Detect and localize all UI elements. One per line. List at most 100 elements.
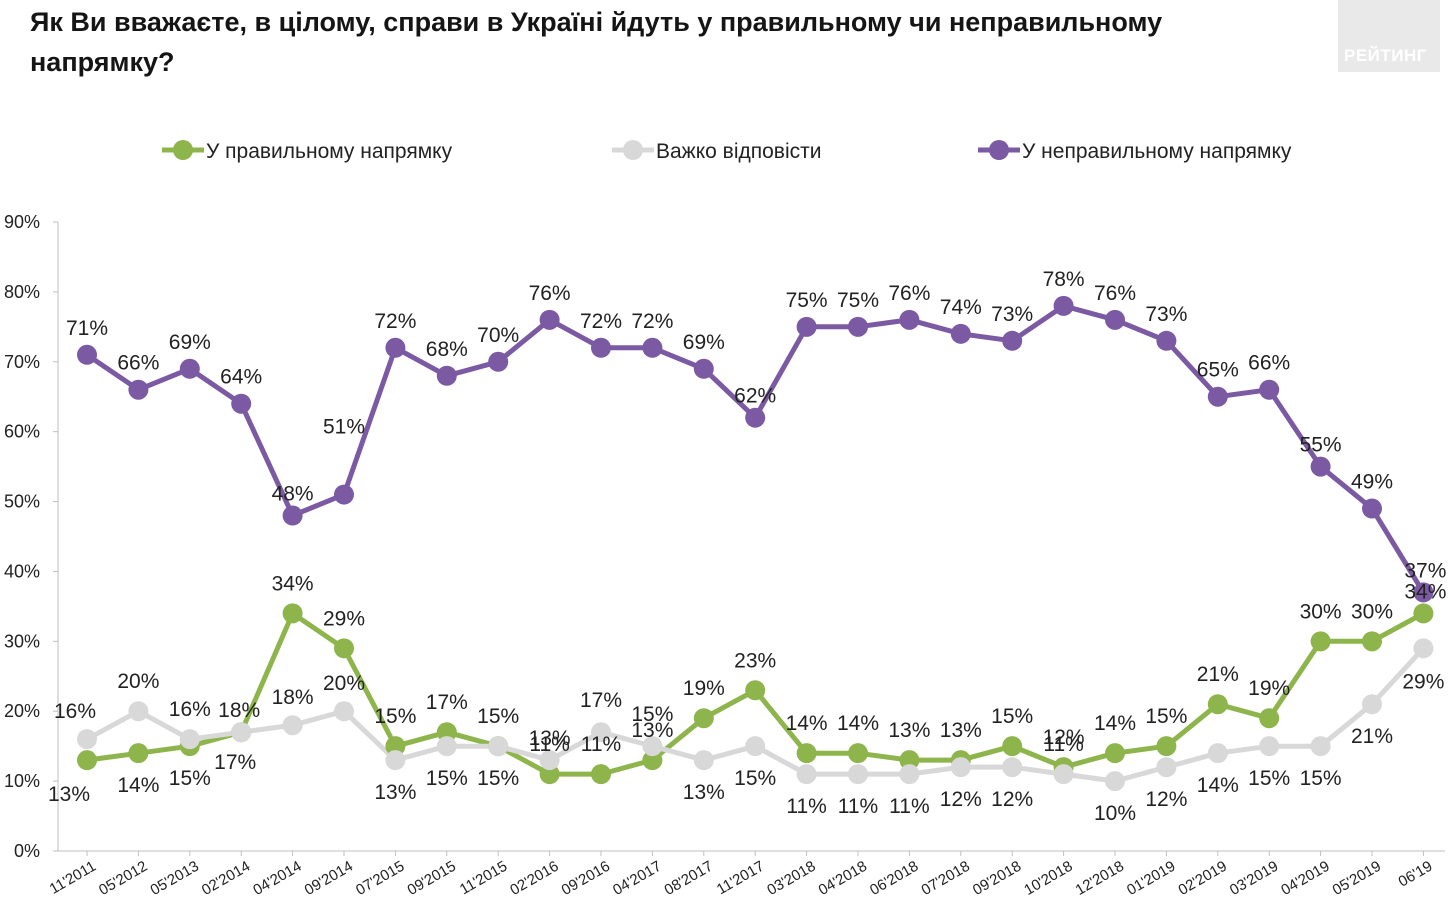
data-point [334, 701, 354, 722]
data-label: 13% [888, 719, 930, 742]
legend-label: У правильному напрямку [206, 140, 453, 163]
data-label: 51% [323, 416, 365, 439]
x-tick-label: 09'2018 [970, 858, 1024, 899]
x-tick-label: 04'2014 [250, 858, 304, 899]
data-label: 13% [529, 727, 571, 750]
data-point [436, 736, 457, 757]
data-point [796, 743, 817, 764]
data-point [385, 750, 406, 771]
data-point [848, 743, 868, 764]
x-tick-label: 06'2018 [867, 858, 921, 899]
data-point [591, 764, 611, 785]
data-label: 21% [1197, 663, 1239, 686]
data-label: 72% [374, 310, 416, 333]
data-label: 21% [1351, 725, 1393, 748]
data-label: 76% [1094, 282, 1136, 305]
data-point [1207, 386, 1228, 407]
data-point [848, 316, 868, 337]
data-point [436, 365, 457, 386]
data-point [745, 736, 766, 757]
data-label: 65% [1197, 359, 1239, 382]
data-point [642, 337, 663, 358]
data-label: 75% [837, 289, 879, 312]
data-label: 13% [48, 783, 90, 806]
data-label: 13% [940, 719, 982, 742]
x-tick-label: 11'2011 [47, 858, 99, 898]
data-label: 73% [991, 303, 1033, 326]
y-tick-label: 30% [4, 631, 40, 651]
data-point [1259, 736, 1280, 757]
data-point [745, 407, 766, 428]
data-label: 49% [1351, 471, 1393, 494]
y-tick-label: 0% [14, 841, 40, 861]
rating-logo: РЕЙТИНГ [1338, 0, 1440, 72]
data-label: 23% [734, 649, 776, 672]
data-point [693, 358, 714, 379]
data-label: 13% [374, 781, 416, 804]
data-label: 12% [1043, 726, 1085, 749]
data-label: 14% [786, 712, 828, 735]
data-point [1207, 694, 1228, 715]
x-tick-label: 05'2019 [1330, 858, 1384, 899]
data-label: 18% [272, 686, 314, 709]
data-point [128, 379, 149, 400]
data-label: 76% [529, 282, 571, 305]
y-tick-label: 50% [4, 492, 40, 512]
y-tick-label: 10% [4, 771, 40, 791]
data-label: 13% [631, 719, 673, 742]
x-tick-label: 02'2016 [507, 858, 561, 899]
data-point [642, 750, 663, 771]
data-point [179, 729, 200, 750]
y-tick-label: 40% [4, 561, 40, 581]
data-label: 15% [477, 705, 519, 728]
data-point [950, 757, 971, 778]
data-label: 19% [683, 677, 725, 700]
data-point [1413, 638, 1434, 659]
x-tick-label: 05'2012 [96, 858, 150, 899]
data-point [950, 323, 971, 344]
data-point [1053, 764, 1074, 785]
data-label: 11% [1043, 733, 1083, 756]
data-point [1310, 456, 1331, 477]
data-label: 13% [683, 781, 725, 804]
x-tick-label: 03'2019 [1227, 858, 1281, 899]
data-label: 30% [1351, 600, 1393, 623]
data-point [1310, 736, 1331, 757]
data-point [385, 337, 406, 358]
data-label: 15% [991, 705, 1033, 728]
data-point [848, 764, 868, 785]
data-label: 62% [734, 385, 776, 408]
data-label: 74% [940, 296, 982, 319]
data-point [1207, 743, 1228, 764]
chart-title: Як Ви вважаєте, в цілому, справи в Украї… [30, 7, 1163, 77]
data-point [1413, 582, 1434, 603]
data-point [1362, 694, 1382, 715]
data-label: 29% [1402, 670, 1444, 693]
x-tick-label: 04'2017 [610, 858, 664, 899]
data-label: 17% [580, 689, 622, 712]
data-label: 34% [1404, 580, 1446, 603]
data-point [1259, 708, 1280, 729]
data-label: 15% [631, 703, 673, 726]
x-tick-label: 10'2018 [1021, 858, 1075, 899]
data-label: 37% [1404, 559, 1446, 582]
data-point [128, 701, 149, 722]
data-label: 12% [1145, 788, 1187, 811]
data-point [693, 708, 714, 729]
data-label: 11% [838, 795, 878, 818]
data-label: 75% [786, 289, 828, 312]
data-label: 11% [786, 795, 826, 818]
data-point [539, 309, 560, 330]
data-point [282, 715, 303, 736]
series-points [77, 295, 1434, 792]
data-label: 18% [218, 699, 260, 722]
data-label: 15% [169, 767, 211, 790]
data-label: 17% [214, 751, 256, 774]
x-tick-label: 09'2016 [559, 858, 613, 899]
data-label: 14% [837, 712, 879, 735]
x-tick-label: 04'2018 [816, 858, 870, 899]
x-tick-label: 05'2013 [147, 858, 201, 899]
data-point [899, 764, 920, 785]
data-point [693, 750, 714, 771]
legend-swatch-marker [989, 140, 1009, 160]
